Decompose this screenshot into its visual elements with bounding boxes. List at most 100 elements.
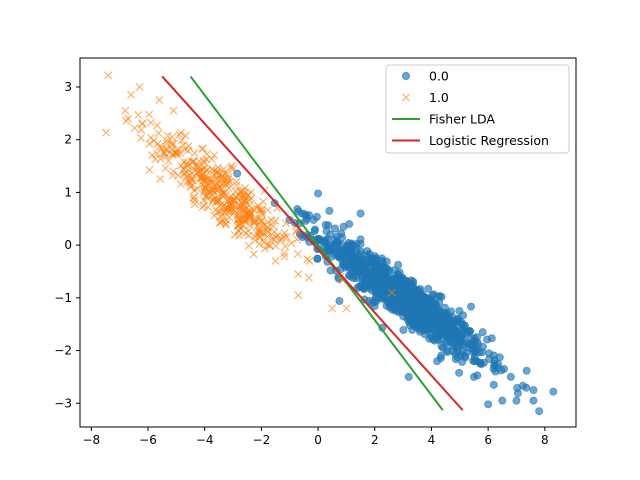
class-0-point xyxy=(335,297,344,306)
class-1-point xyxy=(304,273,313,282)
class-0-point xyxy=(347,269,356,278)
class-1-point xyxy=(198,176,207,185)
class-1-point xyxy=(169,167,178,176)
class-1-point xyxy=(176,148,185,157)
class-0-point xyxy=(470,337,479,346)
class-1-point xyxy=(198,180,207,189)
class-1-point xyxy=(204,202,213,211)
class-1-point xyxy=(232,177,241,186)
class-0-point xyxy=(478,342,487,351)
class-1-point xyxy=(294,291,303,300)
class-0-point xyxy=(270,199,279,208)
y-tick-label: 2 xyxy=(64,133,72,147)
legend: 0.0 1.0 Fisher LDA Logistic Regression xyxy=(385,64,570,154)
class-1-point xyxy=(259,197,268,206)
class-0-point xyxy=(367,286,376,295)
class-0-point xyxy=(367,258,376,267)
class-1-point xyxy=(102,128,111,137)
x-tick-label: −6 xyxy=(139,433,157,447)
class-1-point xyxy=(222,203,231,212)
class-1-point xyxy=(211,205,220,214)
class-1-point xyxy=(200,164,209,173)
legend-label: Fisher LDA xyxy=(429,112,495,127)
class-0-point xyxy=(433,357,442,366)
class-1-point xyxy=(210,211,219,220)
class-1-point xyxy=(180,165,189,174)
class-0-point xyxy=(483,335,492,344)
class-1-point xyxy=(199,196,208,205)
class-0-point xyxy=(493,363,502,372)
class-1-point xyxy=(198,169,207,178)
class-1-point xyxy=(263,218,272,227)
class-0-point xyxy=(446,336,455,345)
class-1-point xyxy=(210,151,219,160)
class-0-point xyxy=(529,396,538,405)
class-1-point xyxy=(156,175,165,184)
class-1-point xyxy=(213,167,222,176)
class-1-point xyxy=(255,240,264,249)
class-1-point xyxy=(104,71,113,80)
class-0-point xyxy=(389,284,398,293)
class-0-point xyxy=(313,254,322,263)
class-1-point xyxy=(198,144,207,153)
class-1-point xyxy=(222,219,231,228)
legend-marker-circle-icon xyxy=(401,71,411,81)
class-1-point xyxy=(173,149,182,158)
class-1-point xyxy=(219,189,228,198)
fisher-lda-line xyxy=(189,75,444,411)
class-1-point xyxy=(245,221,254,230)
class-1-point xyxy=(250,217,259,226)
class-0-point xyxy=(330,250,339,259)
class-0-point xyxy=(370,273,379,282)
class-0-point xyxy=(362,277,371,286)
class-1-point xyxy=(176,180,185,189)
class-1-point xyxy=(190,149,199,158)
class-0-point xyxy=(426,321,435,330)
class-0-point xyxy=(339,222,348,231)
class-0-point xyxy=(356,209,365,218)
class-0-point xyxy=(477,360,486,369)
class-0-point xyxy=(512,396,521,405)
class-1-point xyxy=(183,177,192,186)
class-0-point xyxy=(379,259,388,268)
class-1-point xyxy=(328,304,337,313)
class-1-point xyxy=(280,229,289,238)
class-0-point xyxy=(464,327,473,336)
class-1-point xyxy=(256,214,265,223)
class-1-point xyxy=(145,139,154,148)
class-0-point xyxy=(436,335,445,344)
class-1-point xyxy=(254,226,263,235)
class-1-point xyxy=(146,118,155,127)
class-1-point xyxy=(305,256,314,265)
class-1-point xyxy=(342,304,351,313)
class-1-point xyxy=(181,131,190,140)
x-tick-label: −2 xyxy=(253,433,271,447)
class-1-point xyxy=(263,240,272,249)
class-1-point xyxy=(222,216,231,225)
y-axis: −3 −2 −1 0 1 2 3 xyxy=(54,80,80,410)
class-0-point xyxy=(404,372,413,381)
class-1-point xyxy=(199,156,208,165)
class-1-point xyxy=(233,221,242,230)
class-0-point xyxy=(452,327,461,336)
class-0-point xyxy=(344,259,353,268)
class-1-point xyxy=(260,238,269,247)
class-1-point xyxy=(280,249,289,258)
class-1-point xyxy=(124,114,133,123)
class-1-point xyxy=(294,270,303,279)
class-0-point xyxy=(549,387,558,396)
class-1-point xyxy=(244,214,253,223)
class-1-point xyxy=(255,233,264,242)
class-1-point xyxy=(136,134,145,143)
class-1-point xyxy=(148,151,157,160)
class-0-point xyxy=(518,381,527,390)
class-1-point xyxy=(278,235,286,244)
class-1-point xyxy=(184,146,193,155)
class-0-point xyxy=(314,189,323,198)
class-0-point xyxy=(484,400,493,409)
class-1-point xyxy=(256,216,265,225)
class-1-point xyxy=(149,136,158,145)
legend-label: 1.0 xyxy=(429,90,449,105)
class-1-point xyxy=(193,184,202,193)
